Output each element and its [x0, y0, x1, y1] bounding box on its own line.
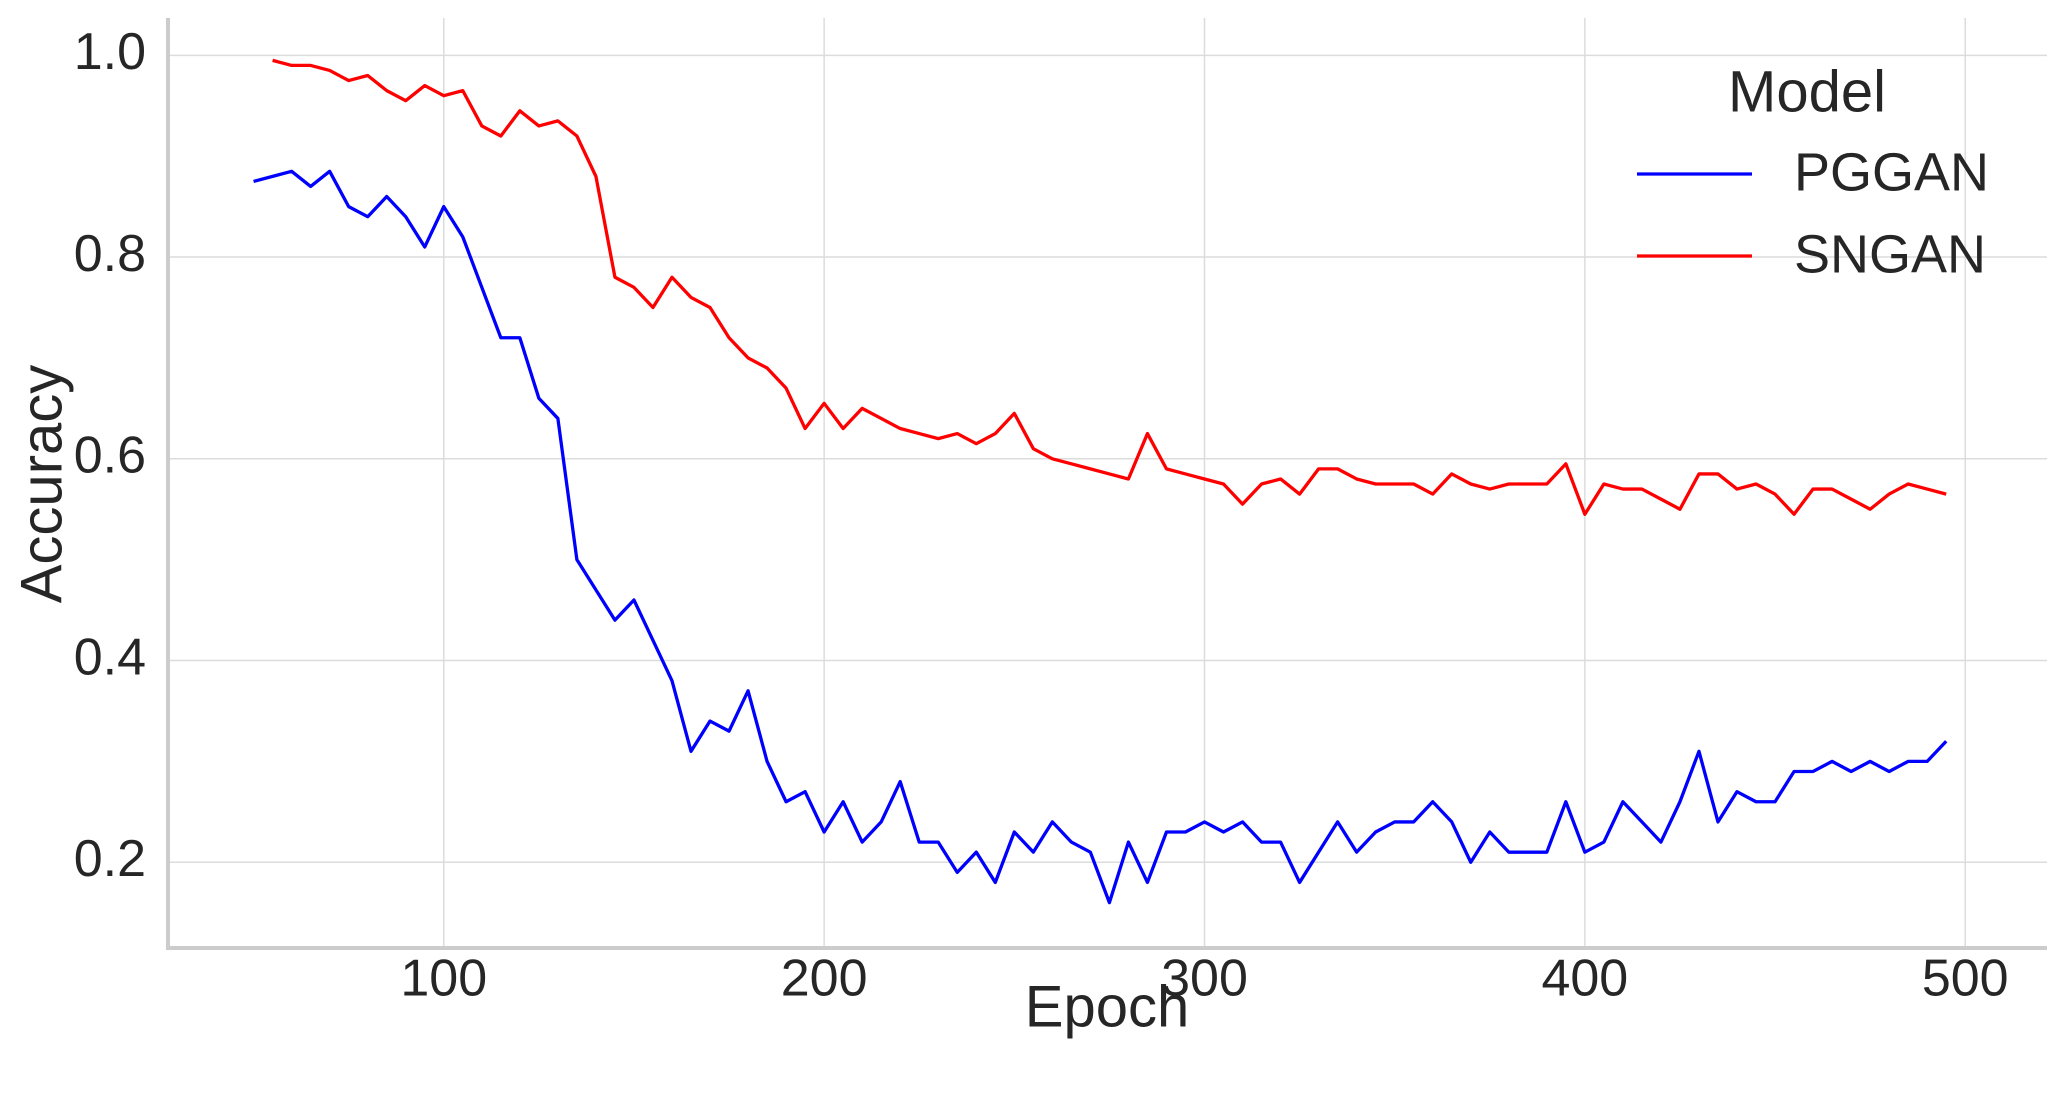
- x-axis-label: Epoch: [1025, 974, 1189, 1039]
- y-tick-label: 0.2: [74, 830, 146, 888]
- data-line: [272, 58, 1947, 516]
- y-axis-label: Accuracy: [9, 365, 74, 604]
- plot-lines: [253, 58, 1948, 905]
- legend: Model PGGAN SNGAN: [1637, 59, 1989, 284]
- ticks: 0.2 0.4 0.6 0.8 1.0 100 200 300 400 500: [74, 23, 2009, 1008]
- y-tick-label: 0.4: [74, 628, 146, 686]
- legend-title: Model: [1728, 59, 1886, 124]
- y-tick-label: 0.8: [74, 225, 146, 283]
- x-tick-label: 500: [1922, 950, 2009, 1008]
- x-tick-label: 200: [781, 950, 868, 1008]
- x-tick-label: 300: [1161, 950, 1248, 1008]
- x-tick-label: 400: [1541, 950, 1628, 1008]
- y-tick-label: 0.6: [74, 427, 146, 485]
- y-tick-label: 1.0: [74, 23, 146, 81]
- grid: [168, 18, 2047, 948]
- legend-label: SNGAN: [1794, 224, 1986, 284]
- x-tick-label: 100: [400, 950, 487, 1008]
- data-line: [253, 169, 1948, 905]
- legend-label: PGGAN: [1794, 142, 1989, 202]
